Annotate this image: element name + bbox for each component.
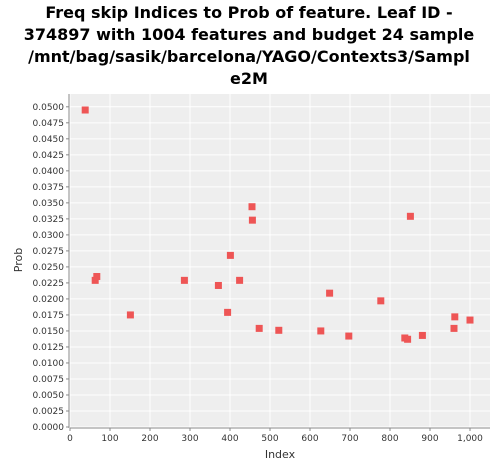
y-tick-label: 0.0450: [33, 135, 65, 145]
data-point: [126, 311, 134, 319]
y-tick-label: 0.0100: [33, 359, 65, 369]
y-tick-label: 0.0125: [33, 343, 65, 353]
data-point: [377, 297, 385, 305]
data-point: [317, 327, 325, 335]
x-tick-label: 0: [67, 434, 73, 444]
x-tick-label: 600: [301, 434, 318, 444]
data-point: [180, 276, 188, 284]
data-point: [255, 324, 263, 332]
x-tick-label: 1,000: [457, 434, 483, 444]
x-tick-label: 300: [181, 434, 198, 444]
x-axis-label: Index: [265, 448, 296, 461]
y-tick-label: 0.0200: [33, 295, 65, 305]
y-tick-label: 0.0350: [33, 199, 65, 209]
data-point: [406, 212, 414, 220]
y-tick-label: 0.0325: [33, 215, 65, 225]
y-tick-label: 0.0425: [33, 151, 65, 161]
y-tick-label: 0.0025: [33, 407, 65, 417]
x-tick-label: 800: [381, 434, 398, 444]
data-point: [236, 276, 244, 284]
y-tick-label: 0.0050: [33, 391, 65, 401]
y-tick-label: 0.0000: [33, 423, 65, 433]
x-tick-label: 500: [261, 434, 278, 444]
data-point: [450, 324, 458, 332]
y-tick-label: 0.0275: [33, 247, 65, 257]
y-tick-label: 0.0250: [33, 263, 65, 273]
data-point: [451, 313, 459, 321]
axis-ticks: 0.0000 0.0025 0.0050 0.0075 0.0100 0.0125 0.01…: [33, 103, 484, 444]
y-tick-label: 0.0475: [33, 119, 65, 129]
data-point: [214, 281, 222, 289]
data-point: [345, 332, 353, 340]
data-point: [224, 308, 232, 316]
data-points: [81, 106, 474, 343]
y-tick-label: 0.0500: [33, 103, 65, 113]
y-tick-label: 0.0175: [33, 311, 65, 321]
data-point: [466, 316, 474, 324]
chart-title-line-2: 374897 with 1004 features and budget 24 …: [23, 25, 475, 44]
x-tick-label: 900: [421, 434, 438, 444]
y-axis-label: Prob: [12, 248, 25, 272]
y-tick-label: 0.0300: [33, 231, 65, 241]
y-tick-label: 0.0375: [33, 183, 65, 193]
grid: [69, 94, 490, 428]
data-point: [404, 335, 412, 343]
x-tick-label: 400: [221, 434, 238, 444]
data-point: [248, 216, 256, 224]
y-tick-label: 0.0400: [33, 167, 65, 177]
data-point: [226, 251, 234, 259]
data-point: [81, 106, 89, 114]
chart-title-line-4: e2M: [230, 69, 268, 88]
y-tick-label: 0.0225: [33, 279, 65, 289]
data-point: [326, 289, 334, 297]
data-point: [275, 326, 283, 334]
y-tick-label: 0.0075: [33, 375, 65, 385]
data-point: [418, 331, 426, 339]
data-point: [248, 203, 256, 211]
data-point: [93, 273, 101, 281]
chart-title-line-3: /mnt/bag/sasik/barcelona/YAGO/Contexts3/…: [28, 47, 470, 66]
y-tick-label: 0.0150: [33, 327, 65, 337]
plot-area: [70, 94, 490, 427]
chart-title-line-1: Freq skip Indices to Prob of feature. Le…: [45, 3, 453, 22]
x-tick-label: 100: [101, 434, 118, 444]
x-tick-label: 200: [141, 434, 158, 444]
x-tick-label: 700: [341, 434, 358, 444]
data-point: [91, 276, 99, 284]
